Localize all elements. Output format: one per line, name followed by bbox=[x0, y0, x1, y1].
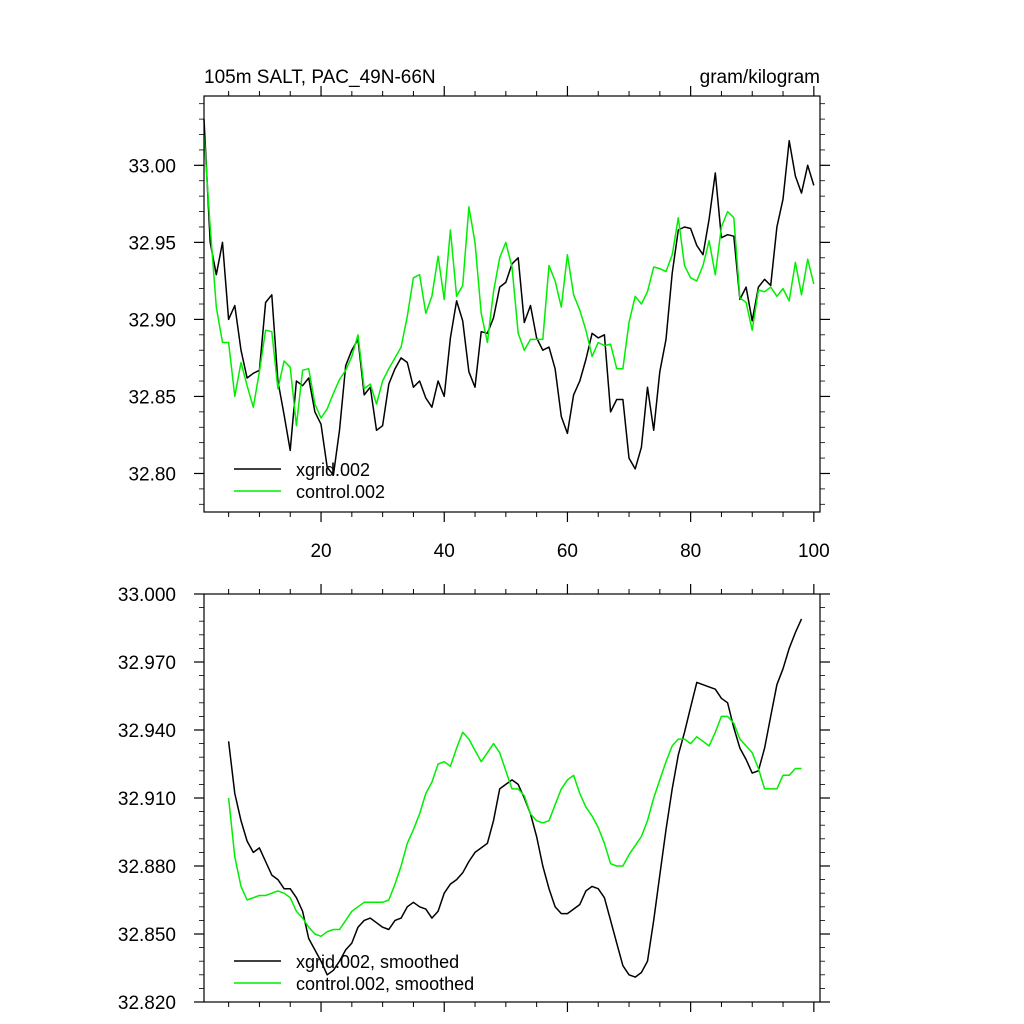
top-panel-frame bbox=[203, 95, 821, 513]
top-panel-series bbox=[203, 119, 815, 476]
x-tick-label: 100 bbox=[798, 541, 830, 562]
legend-label-xgrid: xgrid.002 bbox=[296, 460, 370, 480]
y-tick-label: 32.970 bbox=[118, 653, 176, 674]
bottom-panel-ticks bbox=[194, 584, 830, 1012]
top-panel-title: 105m SALT, PAC_49N-66N bbox=[204, 67, 436, 88]
y-tick-label: 32.820 bbox=[118, 993, 176, 1014]
y-tick-label: 32.90 bbox=[128, 310, 176, 331]
bottom-panel-legend: xgrid.002, smoothed control.002, smoothe… bbox=[234, 952, 474, 994]
y-tick-label: 33.00 bbox=[128, 156, 176, 177]
bottom-panel-frame bbox=[203, 593, 821, 1003]
y-tick-label: 32.85 bbox=[128, 387, 176, 408]
top-panel: 105m SALT, PAC_49N-66N gram/kilogram 20 4… bbox=[128, 67, 830, 562]
series-line-control-002 bbox=[203, 134, 815, 427]
bottom-panel: 32.820 32.850 32.880 32.910 32.940 32.970 33.0… bbox=[118, 584, 830, 1014]
top-panel-ticks bbox=[194, 86, 830, 522]
top-panel-legend: xgrid.002 control.002 bbox=[234, 460, 385, 502]
top-panel-units: gram/kilogram bbox=[700, 67, 820, 88]
top-panel-tick-labels: 20 40 60 80 100 32.80 32.85 32.90 32.95 33.00 bbox=[128, 156, 829, 562]
x-tick-label: 20 bbox=[310, 541, 331, 562]
y-tick-label: 32.910 bbox=[118, 789, 176, 810]
series-line-xgrid-002-smoothed bbox=[227, 618, 803, 978]
bottom-panel-series bbox=[227, 618, 803, 978]
series-line-control-002-smoothed bbox=[227, 715, 802, 938]
y-tick-label: 32.80 bbox=[128, 464, 176, 485]
x-tick-label: 80 bbox=[680, 541, 701, 562]
y-tick-label: 32.95 bbox=[128, 233, 176, 254]
series-line-xgrid-002 bbox=[203, 119, 815, 476]
bottom-panel-tick-labels: 32.820 32.850 32.880 32.910 32.940 32.970 33.0… bbox=[118, 585, 176, 1014]
y-tick-label: 32.940 bbox=[118, 721, 176, 742]
y-tick-label: 33.000 bbox=[118, 585, 176, 606]
x-tick-label: 60 bbox=[557, 541, 578, 562]
y-tick-label: 32.880 bbox=[118, 857, 176, 878]
legend-label-control: control.002 bbox=[296, 482, 385, 502]
x-tick-label: 40 bbox=[434, 541, 455, 562]
y-tick-label: 32.850 bbox=[118, 925, 176, 946]
legend-label-control-smoothed: control.002, smoothed bbox=[296, 974, 474, 994]
legend-label-xgrid-smoothed: xgrid.002, smoothed bbox=[296, 952, 459, 972]
